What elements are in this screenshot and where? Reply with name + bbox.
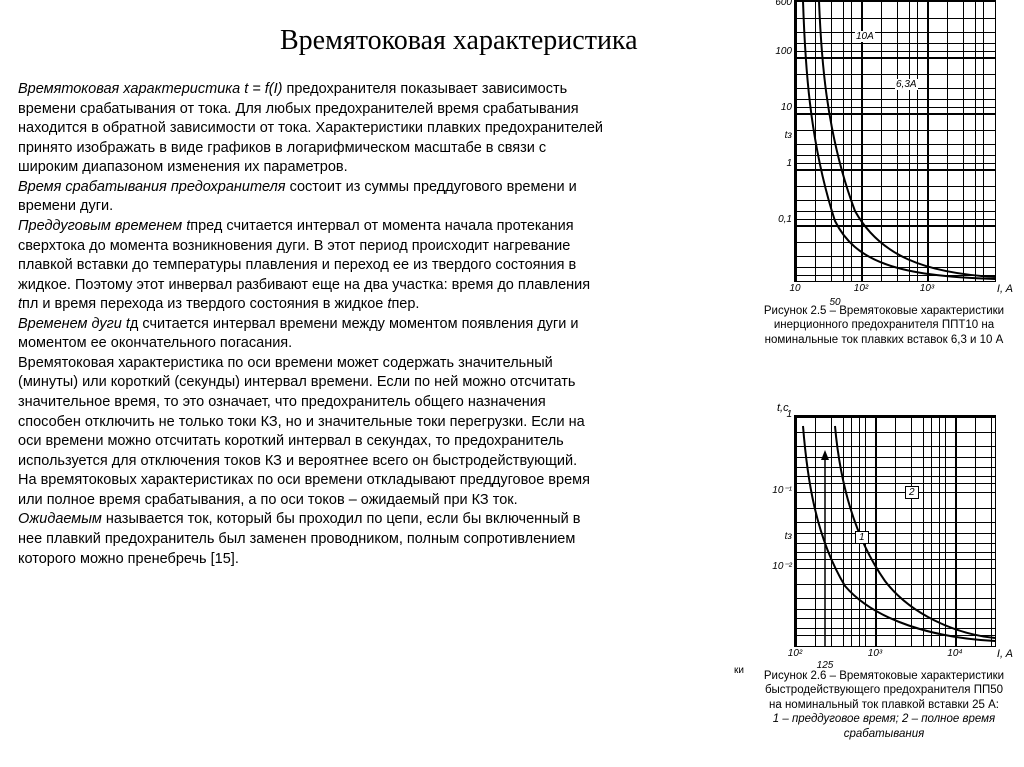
fig2-cap-line1: Рисунок 2.6 – Времятоковые характеристик…	[764, 670, 1004, 711]
chart-2-curves	[795, 416, 995, 646]
y-tick-100: 100	[756, 46, 792, 57]
figure-2-5-caption: Рисунок 2.5 – Времятоковые характеристик…	[754, 304, 1014, 347]
y2-tick-1: 1	[756, 409, 792, 420]
figure-2-6-caption: Рисунок 2.6 – Времятоковые характеристик…	[754, 669, 1014, 741]
chart-1-curves	[795, 1, 995, 281]
curve-label-10a: 10A	[855, 31, 875, 42]
body-paragraph: Времятоковая характеристика t = f(I) пре…	[18, 80, 608, 569]
x2-tick-100: 10²	[788, 648, 802, 659]
x-tick-50: 50	[829, 297, 840, 308]
y2-marker-tz: tз	[756, 531, 792, 542]
y2-tick-01: 10⁻¹	[756, 485, 792, 496]
y-marker-tz: tз	[756, 130, 792, 141]
page-title: Времятоковая характеристика	[280, 25, 638, 57]
y-tick-1: 1	[756, 158, 792, 169]
fig2-cap-line2: 1 – преддуговое время; 2 – полное время …	[773, 713, 995, 739]
x-axis-title: I, A	[997, 283, 1013, 295]
figure-2-6: t,c	[754, 415, 1014, 741]
chart-1: t,c	[794, 0, 996, 282]
x2-tick-10000: 10⁴	[947, 648, 962, 659]
x-tick-100: 10²	[854, 283, 868, 294]
curve-label-2: 2	[905, 486, 919, 499]
y-tick-01: 0,1	[756, 214, 792, 225]
y-tick-600: 600	[756, 0, 792, 8]
stray-text-ki: ки	[734, 665, 744, 676]
curve-label-6-3a: 6,3A	[895, 79, 918, 90]
x-tick-10: 10	[789, 283, 800, 294]
x2-axis-title: I, A	[997, 648, 1013, 660]
chart-2: t,c	[794, 415, 996, 647]
x-tick-1000: 10³	[920, 283, 934, 294]
x2-sub-125: 125	[817, 660, 834, 671]
figure-2-5: t,c	[754, 0, 1014, 347]
curve-label-1: 1	[855, 531, 869, 544]
x2-tick-1000: 10³	[868, 648, 882, 659]
y-tick-10: 10	[756, 102, 792, 113]
y2-tick-001: 10⁻²	[756, 561, 792, 572]
